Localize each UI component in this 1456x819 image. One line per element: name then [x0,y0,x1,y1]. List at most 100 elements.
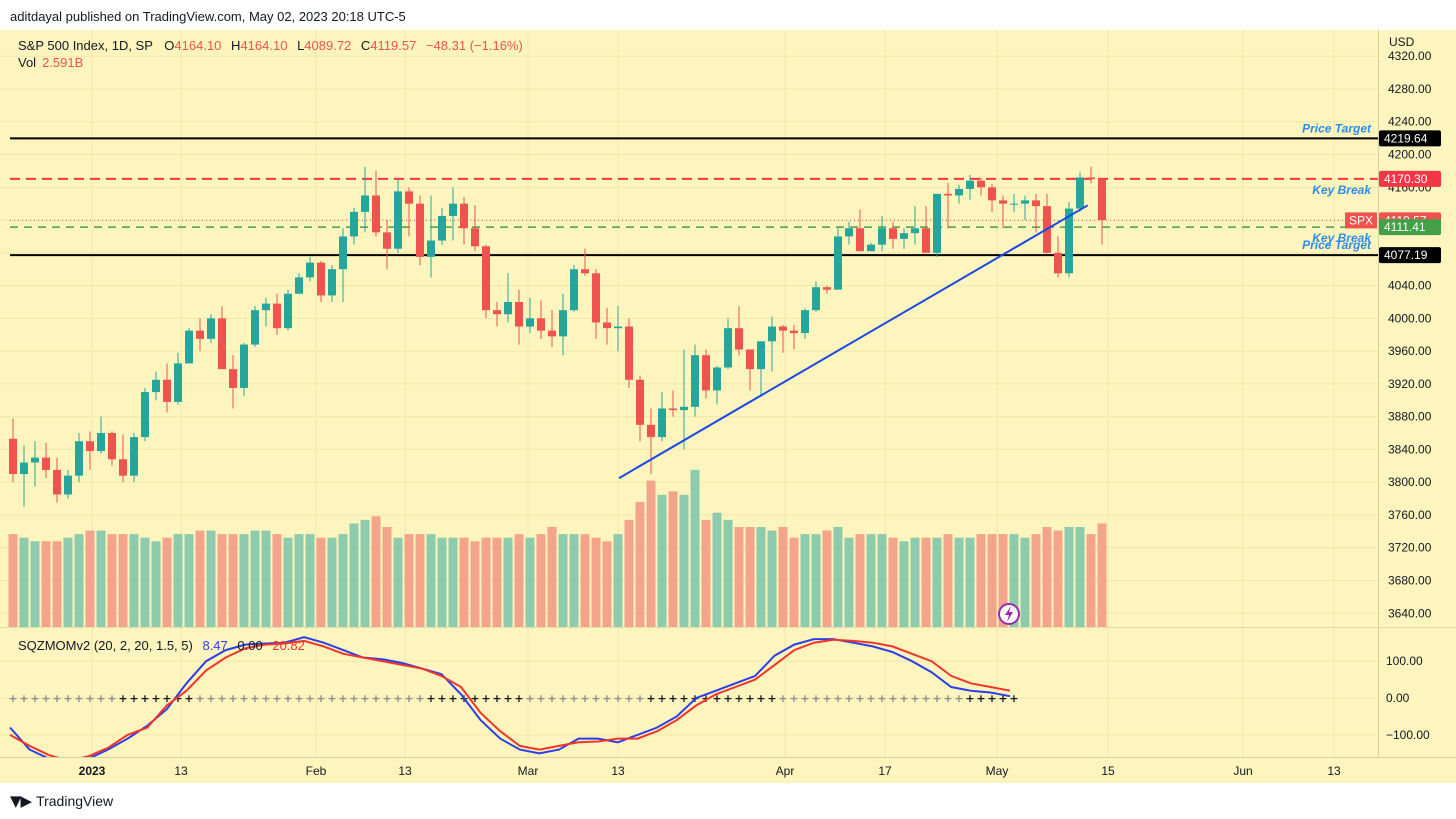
volume-bar [690,469,700,627]
candle-body [724,328,732,368]
trendline[interactable] [618,204,1089,479]
symbol-tag-label: SPX [1349,213,1373,227]
candle-body [207,318,215,339]
candle-body [790,330,798,334]
time-axis-background [0,758,1456,783]
volume-bar [1097,523,1107,627]
volume-bar [360,519,370,627]
candle-body [1076,177,1084,209]
candle-body [911,228,919,234]
time-tick-label: May [986,764,1009,778]
candle-body [548,330,556,337]
zero-cross-marker: + [987,692,996,705]
zero-cross-marker: + [976,692,985,705]
lightning-icon[interactable] [998,603,1020,625]
candle-body [922,228,930,253]
zero-cross-marker: + [107,692,116,705]
candle-body [515,301,523,327]
candle-body [1010,203,1018,205]
volume-bar [503,537,513,627]
volume-bar [910,537,920,627]
volume-bars [8,469,1107,627]
volume-bar [294,534,304,627]
volume-bar [954,537,964,627]
price-tick-label: 3800.00 [1388,475,1432,489]
zero-cross-marker: + [866,692,875,705]
zero-cross-marker: + [778,692,787,705]
volume-bar [118,534,128,627]
volume-bar [173,534,183,627]
candle-body [999,200,1007,204]
zero-cross-marker: + [305,692,314,705]
volume-bar [1053,530,1063,627]
candle-body [1054,252,1062,274]
candle-body [163,379,171,402]
zero-cross-marker: + [734,692,743,705]
candle-body [1065,208,1073,274]
volume-bar [426,534,436,627]
price-tag-label: 4077.19 [1384,248,1428,262]
candle-body [317,262,325,296]
volume-bar [470,541,480,627]
volume-bar [1009,534,1019,627]
zero-cross-marker: + [789,692,798,705]
indicator-axis[interactable]: 100.00 0.00 −100.00 [1386,654,1430,742]
zero-cross-marker: + [19,692,28,705]
zero-cross-marker: + [569,692,578,705]
time-tick-label: 13 [398,764,412,778]
price-tick-label: 3960.00 [1388,344,1432,358]
volume-bar [349,523,359,627]
volume-bar [998,534,1008,627]
volume-bar [525,537,535,627]
volume-bar [217,534,227,627]
candle-body [75,441,83,476]
volume-bar [382,527,392,627]
indicator-tick-label: −100.00 [1386,728,1430,742]
zero-cross-marker: + [217,692,226,705]
volume-bar [1064,527,1074,627]
price-tag [1379,247,1441,264]
candle-body [592,273,600,323]
volume-bar [1020,537,1030,627]
volume-bar [261,530,271,627]
price-chart[interactable]: + + + + + + + + + + + + + + + + + + + + + + + + + + + + + + + + + + + + + + + +… [0,30,1456,788]
zero-cross-marker: + [74,692,83,705]
candle-body [504,301,512,315]
candle-body [768,326,776,342]
candle-body [581,269,589,274]
candle-body [735,328,743,350]
candle-body [9,438,17,474]
zero-cross-marker: + [327,692,336,705]
candle-body [174,363,182,402]
indicator-tick-label: 100.00 [1386,654,1423,668]
volume-bar [602,541,612,627]
volume-bar [316,537,326,627]
candle-body [801,310,809,334]
trendline-segment [618,204,1089,479]
candle-body [350,211,358,237]
zero-cross-marker: + [624,692,633,705]
candle-body [900,233,908,239]
zero-cross-marker: + [371,692,380,705]
candle-body [669,408,677,411]
candle-body [64,475,72,495]
zero-cross-marker: + [525,692,534,705]
volume-bar [1042,527,1052,627]
tradingview-logo-icon: ▼▶ [10,792,32,810]
zero-cross-marker: + [481,692,490,705]
candle-body [130,437,138,476]
candle-body [559,310,567,337]
time-axis[interactable]: 2023 13 Feb 13 Mar 13 Apr 17 May 15 Jun 13 [79,764,1341,778]
volume-bar [547,527,557,627]
zero-cross-marker: + [756,692,765,705]
candle-body [1032,200,1040,207]
candle-body [977,180,985,188]
volume-bar [415,534,425,627]
zero-cross-marker: + [129,692,138,705]
time-tick-label: 15 [1101,764,1115,778]
volume-bar [19,537,29,627]
zero-cross-marker: + [415,692,424,705]
candlesticks [9,166,1106,507]
candle-body [20,462,28,474]
volume-bar [580,534,590,627]
